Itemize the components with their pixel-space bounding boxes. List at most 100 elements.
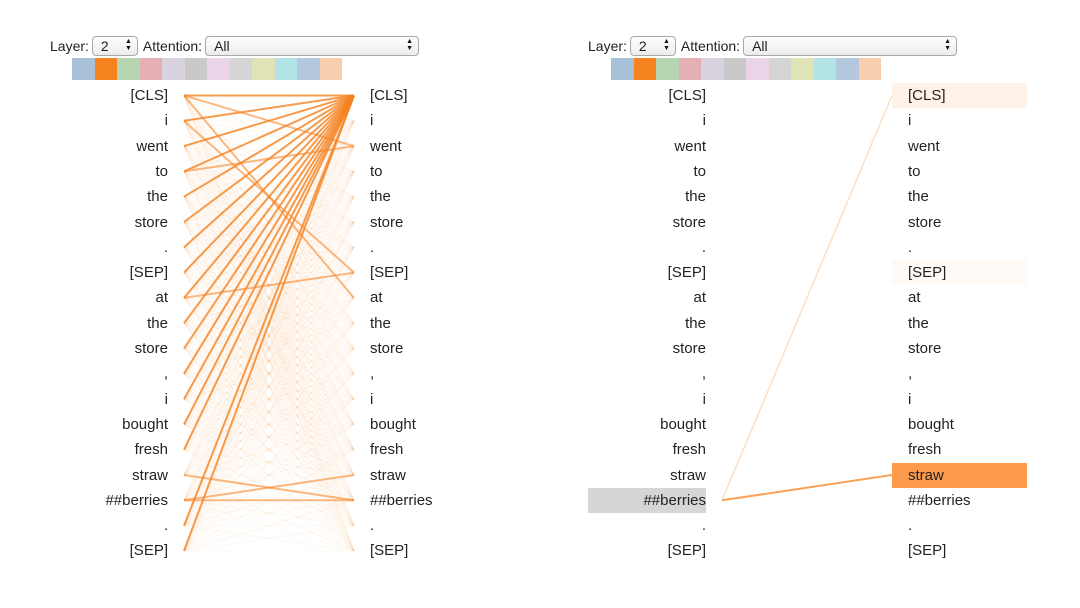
left-token[interactable]: to — [155, 162, 168, 180]
right-token[interactable]: . — [370, 517, 375, 535]
left-token[interactable]: store — [134, 213, 168, 231]
head-swatch[interactable] — [723, 58, 746, 80]
right-token[interactable]: straw — [892, 462, 1027, 488]
right-token[interactable]: bought — [908, 415, 954, 433]
right-token[interactable]: the — [908, 314, 929, 332]
left-token[interactable]: went — [674, 137, 706, 155]
right-token[interactable]: the — [370, 188, 391, 206]
right-token[interactable]: . — [370, 238, 375, 256]
right-token[interactable]: at — [370, 289, 383, 307]
left-token[interactable]: i — [702, 112, 706, 130]
left-token[interactable]: at — [155, 289, 168, 307]
head-swatch[interactable] — [746, 58, 769, 80]
left-token[interactable]: ##berries — [588, 487, 706, 513]
head-swatch[interactable] — [611, 58, 634, 80]
right-token[interactable]: store — [370, 340, 404, 357]
right-token[interactable]: fresh — [370, 441, 404, 459]
left-token[interactable]: store — [672, 213, 706, 231]
right-token[interactable]: i — [370, 390, 374, 408]
head-swatch[interactable] — [656, 58, 679, 80]
head-swatch[interactable] — [94, 58, 117, 80]
right-token[interactable]: to — [370, 162, 383, 180]
right-token[interactable]: at — [908, 289, 921, 307]
right-token[interactable]: ##berries — [908, 491, 971, 509]
head-swatch[interactable] — [768, 58, 791, 80]
left-token[interactable]: . — [163, 238, 168, 256]
right-token[interactable]: went — [908, 137, 940, 155]
right-token[interactable]: store — [370, 213, 404, 231]
left-token[interactable]: store — [672, 340, 706, 357]
head-swatch[interactable] — [633, 58, 656, 80]
left-token[interactable]: i — [702, 390, 706, 408]
right-token[interactable]: [SEP] — [370, 264, 409, 282]
head-swatch[interactable] — [117, 58, 140, 80]
left-token[interactable]: the — [147, 188, 168, 206]
right-token[interactable]: i — [908, 112, 912, 130]
right-token[interactable]: ##berries — [370, 491, 433, 509]
left-token[interactable]: the — [685, 314, 706, 332]
right-token[interactable]: [SEP] — [908, 542, 947, 560]
left-token[interactable]: at — [693, 289, 706, 307]
left-token[interactable]: i — [164, 390, 168, 408]
left-token[interactable]: [CLS] — [668, 87, 706, 104]
right-token[interactable]: , — [908, 365, 913, 383]
left-token[interactable]: [CLS] — [130, 87, 168, 104]
left-token[interactable]: , — [163, 365, 168, 383]
left-token[interactable]: . — [701, 238, 706, 256]
left-token[interactable]: the — [147, 314, 168, 332]
head-swatch[interactable] — [319, 58, 342, 80]
right-token[interactable]: i — [908, 390, 912, 408]
head-swatch[interactable] — [252, 58, 275, 80]
left-token[interactable]: , — [701, 365, 706, 383]
left-token[interactable]: fresh — [134, 441, 168, 459]
left-token[interactable]: [SEP] — [667, 264, 706, 282]
left-token[interactable]: went — [136, 137, 168, 155]
right-token[interactable]: [SEP] — [892, 260, 1027, 286]
left-token[interactable]: bought — [122, 415, 168, 433]
left-token[interactable]: the — [685, 188, 706, 206]
left-token[interactable]: ##berries — [105, 491, 168, 509]
right-token[interactable]: . — [908, 238, 913, 256]
head-swatch[interactable] — [184, 58, 207, 80]
head-swatch[interactable] — [274, 58, 297, 80]
head-swatch[interactable] — [72, 58, 95, 80]
left-token[interactable]: fresh — [672, 441, 706, 459]
right-token[interactable]: fresh — [908, 441, 942, 459]
head-swatch[interactable] — [678, 58, 701, 80]
right-token[interactable]: store — [908, 213, 942, 231]
left-token[interactable]: i — [164, 112, 168, 130]
right-token[interactable]: went — [370, 137, 402, 155]
right-token[interactable]: i — [370, 112, 374, 130]
right-token[interactable]: . — [908, 517, 913, 535]
left-token[interactable]: store — [134, 340, 168, 357]
left-token[interactable]: [SEP] — [129, 264, 168, 282]
left-token[interactable]: [SEP] — [129, 542, 168, 560]
head-swatch[interactable] — [139, 58, 162, 80]
head-swatch[interactable] — [836, 58, 859, 80]
head-swatch[interactable] — [207, 58, 230, 80]
head-swatch[interactable] — [813, 58, 836, 80]
left-token[interactable]: straw — [670, 466, 706, 484]
attention-select[interactable]: All ▲ ▼ — [205, 36, 420, 56]
right-token[interactable]: straw — [370, 466, 406, 484]
right-token[interactable]: the — [370, 314, 391, 332]
right-token[interactable]: bought — [370, 415, 416, 433]
attention-select[interactable]: All ▲ ▼ — [743, 36, 958, 56]
layer-select[interactable]: 2 ▲ ▼ — [91, 36, 138, 56]
left-token[interactable]: to — [693, 162, 706, 180]
right-token[interactable]: to — [908, 162, 921, 180]
right-token[interactable]: [CLS] — [370, 87, 408, 104]
right-token[interactable]: the — [908, 188, 929, 206]
head-swatch[interactable] — [229, 58, 252, 80]
left-token[interactable]: . — [163, 517, 168, 535]
right-token[interactable]: , — [370, 365, 375, 383]
left-token[interactable]: bought — [660, 415, 706, 433]
head-swatch[interactable] — [297, 58, 320, 80]
head-swatch[interactable] — [162, 58, 185, 80]
right-token[interactable]: [SEP] — [370, 542, 409, 560]
right-token[interactable]: [CLS] — [892, 83, 1027, 108]
head-swatch[interactable] — [858, 58, 881, 80]
head-swatch[interactable] — [701, 58, 724, 80]
left-token[interactable]: . — [701, 517, 706, 535]
layer-select[interactable]: 2 ▲ ▼ — [629, 36, 676, 56]
